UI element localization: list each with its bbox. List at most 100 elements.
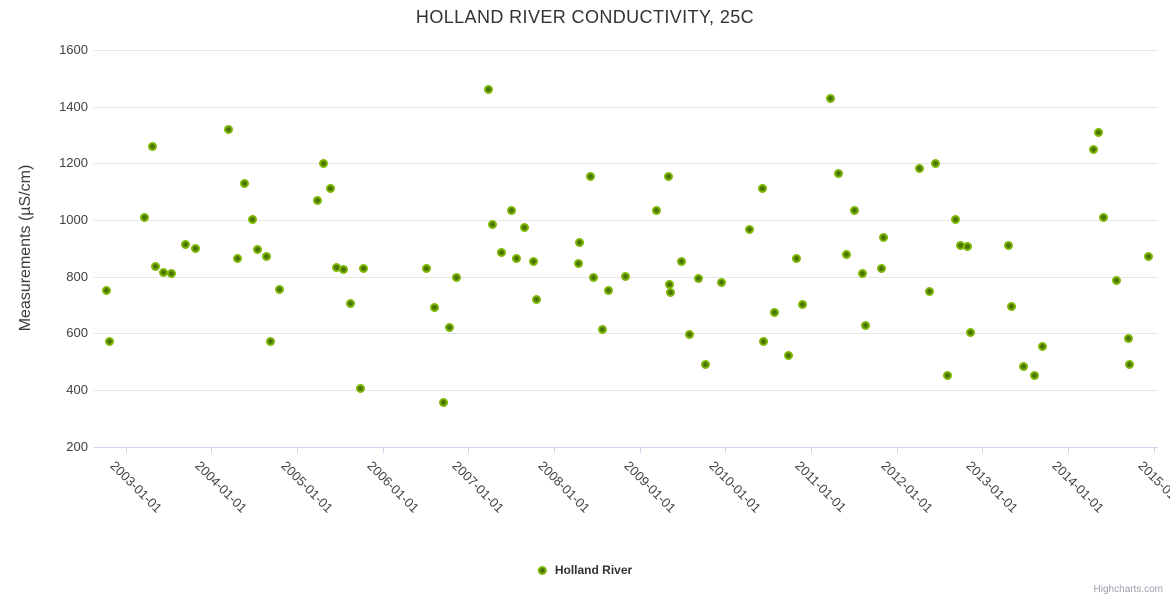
data-point[interactable] [666, 287, 675, 297]
data-point[interactable] [1037, 341, 1047, 351]
data-point[interactable] [506, 206, 516, 216]
data-point[interactable] [850, 206, 860, 216]
data-point[interactable] [529, 256, 538, 266]
data-point[interactable] [716, 278, 726, 288]
data-point[interactable] [445, 323, 454, 332]
data-point[interactable] [826, 93, 836, 103]
data-point[interactable] [266, 337, 275, 347]
x-axis-label: 2013-01-01 [963, 457, 1022, 516]
data-point[interactable] [620, 272, 630, 282]
data-point[interactable] [1124, 333, 1134, 343]
data-point[interactable] [166, 269, 176, 279]
data-point[interactable] [497, 248, 507, 257]
data-point[interactable] [950, 215, 960, 225]
y-axis-title: Measurements (µS/cm) [17, 164, 34, 332]
data-point[interactable] [355, 383, 365, 393]
data-point[interactable] [588, 272, 598, 282]
data-point[interactable] [439, 398, 448, 408]
data-point[interactable] [758, 337, 768, 347]
x-axis-label: 2009-01-01 [621, 457, 679, 516]
data-point[interactable] [190, 243, 200, 253]
data-point[interactable] [834, 168, 843, 178]
data-point[interactable] [224, 124, 233, 134]
x-axis-tick [639, 447, 641, 453]
data-point[interactable] [325, 184, 335, 194]
data-point[interactable] [1111, 276, 1121, 286]
data-point[interactable] [147, 141, 157, 151]
highcharts-credits-link[interactable]: Highcharts.com [1093, 584, 1163, 595]
gridline [94, 163, 1158, 165]
data-point[interactable] [240, 178, 250, 188]
data-point[interactable] [483, 85, 493, 95]
x-axis-line [94, 446, 1158, 448]
data-point[interactable] [248, 215, 257, 225]
data-point[interactable] [181, 239, 191, 249]
x-axis-label: 2004-01-01 [192, 457, 251, 516]
data-point[interactable] [876, 264, 886, 274]
data-point[interactable] [1094, 127, 1104, 137]
data-point[interactable] [359, 263, 369, 273]
data-point[interactable] [792, 253, 801, 263]
data-point[interactable] [914, 163, 924, 173]
gridline [94, 389, 1158, 391]
data-point[interactable] [603, 286, 613, 296]
data-point[interactable] [769, 308, 779, 317]
data-point[interactable] [857, 269, 867, 279]
data-point[interactable] [652, 206, 662, 216]
data-point[interactable] [151, 262, 161, 272]
x-axis-label: 2007-01-01 [449, 457, 508, 516]
data-point[interactable] [841, 250, 851, 259]
data-point[interactable] [104, 337, 114, 347]
data-point[interactable] [1089, 144, 1099, 154]
data-point[interactable] [665, 279, 675, 289]
data-point[interactable] [757, 184, 767, 194]
data-point[interactable] [511, 253, 521, 263]
data-point[interactable] [429, 303, 439, 313]
data-point[interactable] [421, 263, 431, 273]
data-point[interactable] [965, 327, 975, 337]
legend-marker-icon [537, 565, 547, 575]
data-point[interactable] [451, 272, 461, 282]
data-point[interactable] [520, 222, 530, 232]
gridline [94, 106, 1158, 108]
data-point[interactable] [1007, 301, 1016, 311]
data-point[interactable] [784, 351, 794, 361]
data-point[interactable] [694, 273, 704, 283]
data-point[interactable] [677, 256, 687, 266]
data-point[interactable] [930, 158, 940, 168]
data-point[interactable] [575, 238, 585, 248]
legend-item-holland-river[interactable]: Holland River [537, 563, 632, 577]
data-point[interactable] [313, 195, 323, 205]
data-point[interactable] [573, 259, 583, 269]
data-point[interactable] [345, 299, 355, 308]
data-point[interactable] [1098, 212, 1108, 222]
data-point[interactable] [487, 219, 497, 229]
data-point[interactable] [798, 299, 807, 309]
data-point[interactable] [1030, 371, 1040, 381]
data-point[interactable] [102, 286, 112, 296]
x-axis-label: 2008-01-01 [535, 457, 594, 516]
data-point[interactable] [253, 245, 263, 255]
data-point[interactable] [701, 359, 711, 369]
data-point[interactable] [1144, 252, 1154, 262]
data-point[interactable] [924, 286, 934, 296]
data-point[interactable] [1003, 240, 1013, 250]
data-point[interactable] [1125, 360, 1135, 370]
data-point[interactable] [684, 330, 694, 340]
data-point[interactable] [1019, 361, 1028, 371]
data-point[interactable] [275, 284, 285, 294]
data-point[interactable] [261, 252, 271, 262]
data-point[interactable] [942, 371, 952, 381]
data-point[interactable] [878, 233, 888, 242]
data-point[interactable] [861, 320, 871, 330]
data-point[interactable] [338, 265, 348, 274]
data-point[interactable] [586, 172, 596, 182]
data-point[interactable] [963, 242, 973, 252]
data-point[interactable] [663, 172, 673, 182]
data-point[interactable] [232, 253, 242, 263]
data-point[interactable] [532, 294, 542, 304]
data-point[interactable] [140, 212, 149, 222]
data-point[interactable] [319, 158, 329, 168]
data-point[interactable] [744, 225, 754, 235]
data-point[interactable] [598, 325, 608, 334]
